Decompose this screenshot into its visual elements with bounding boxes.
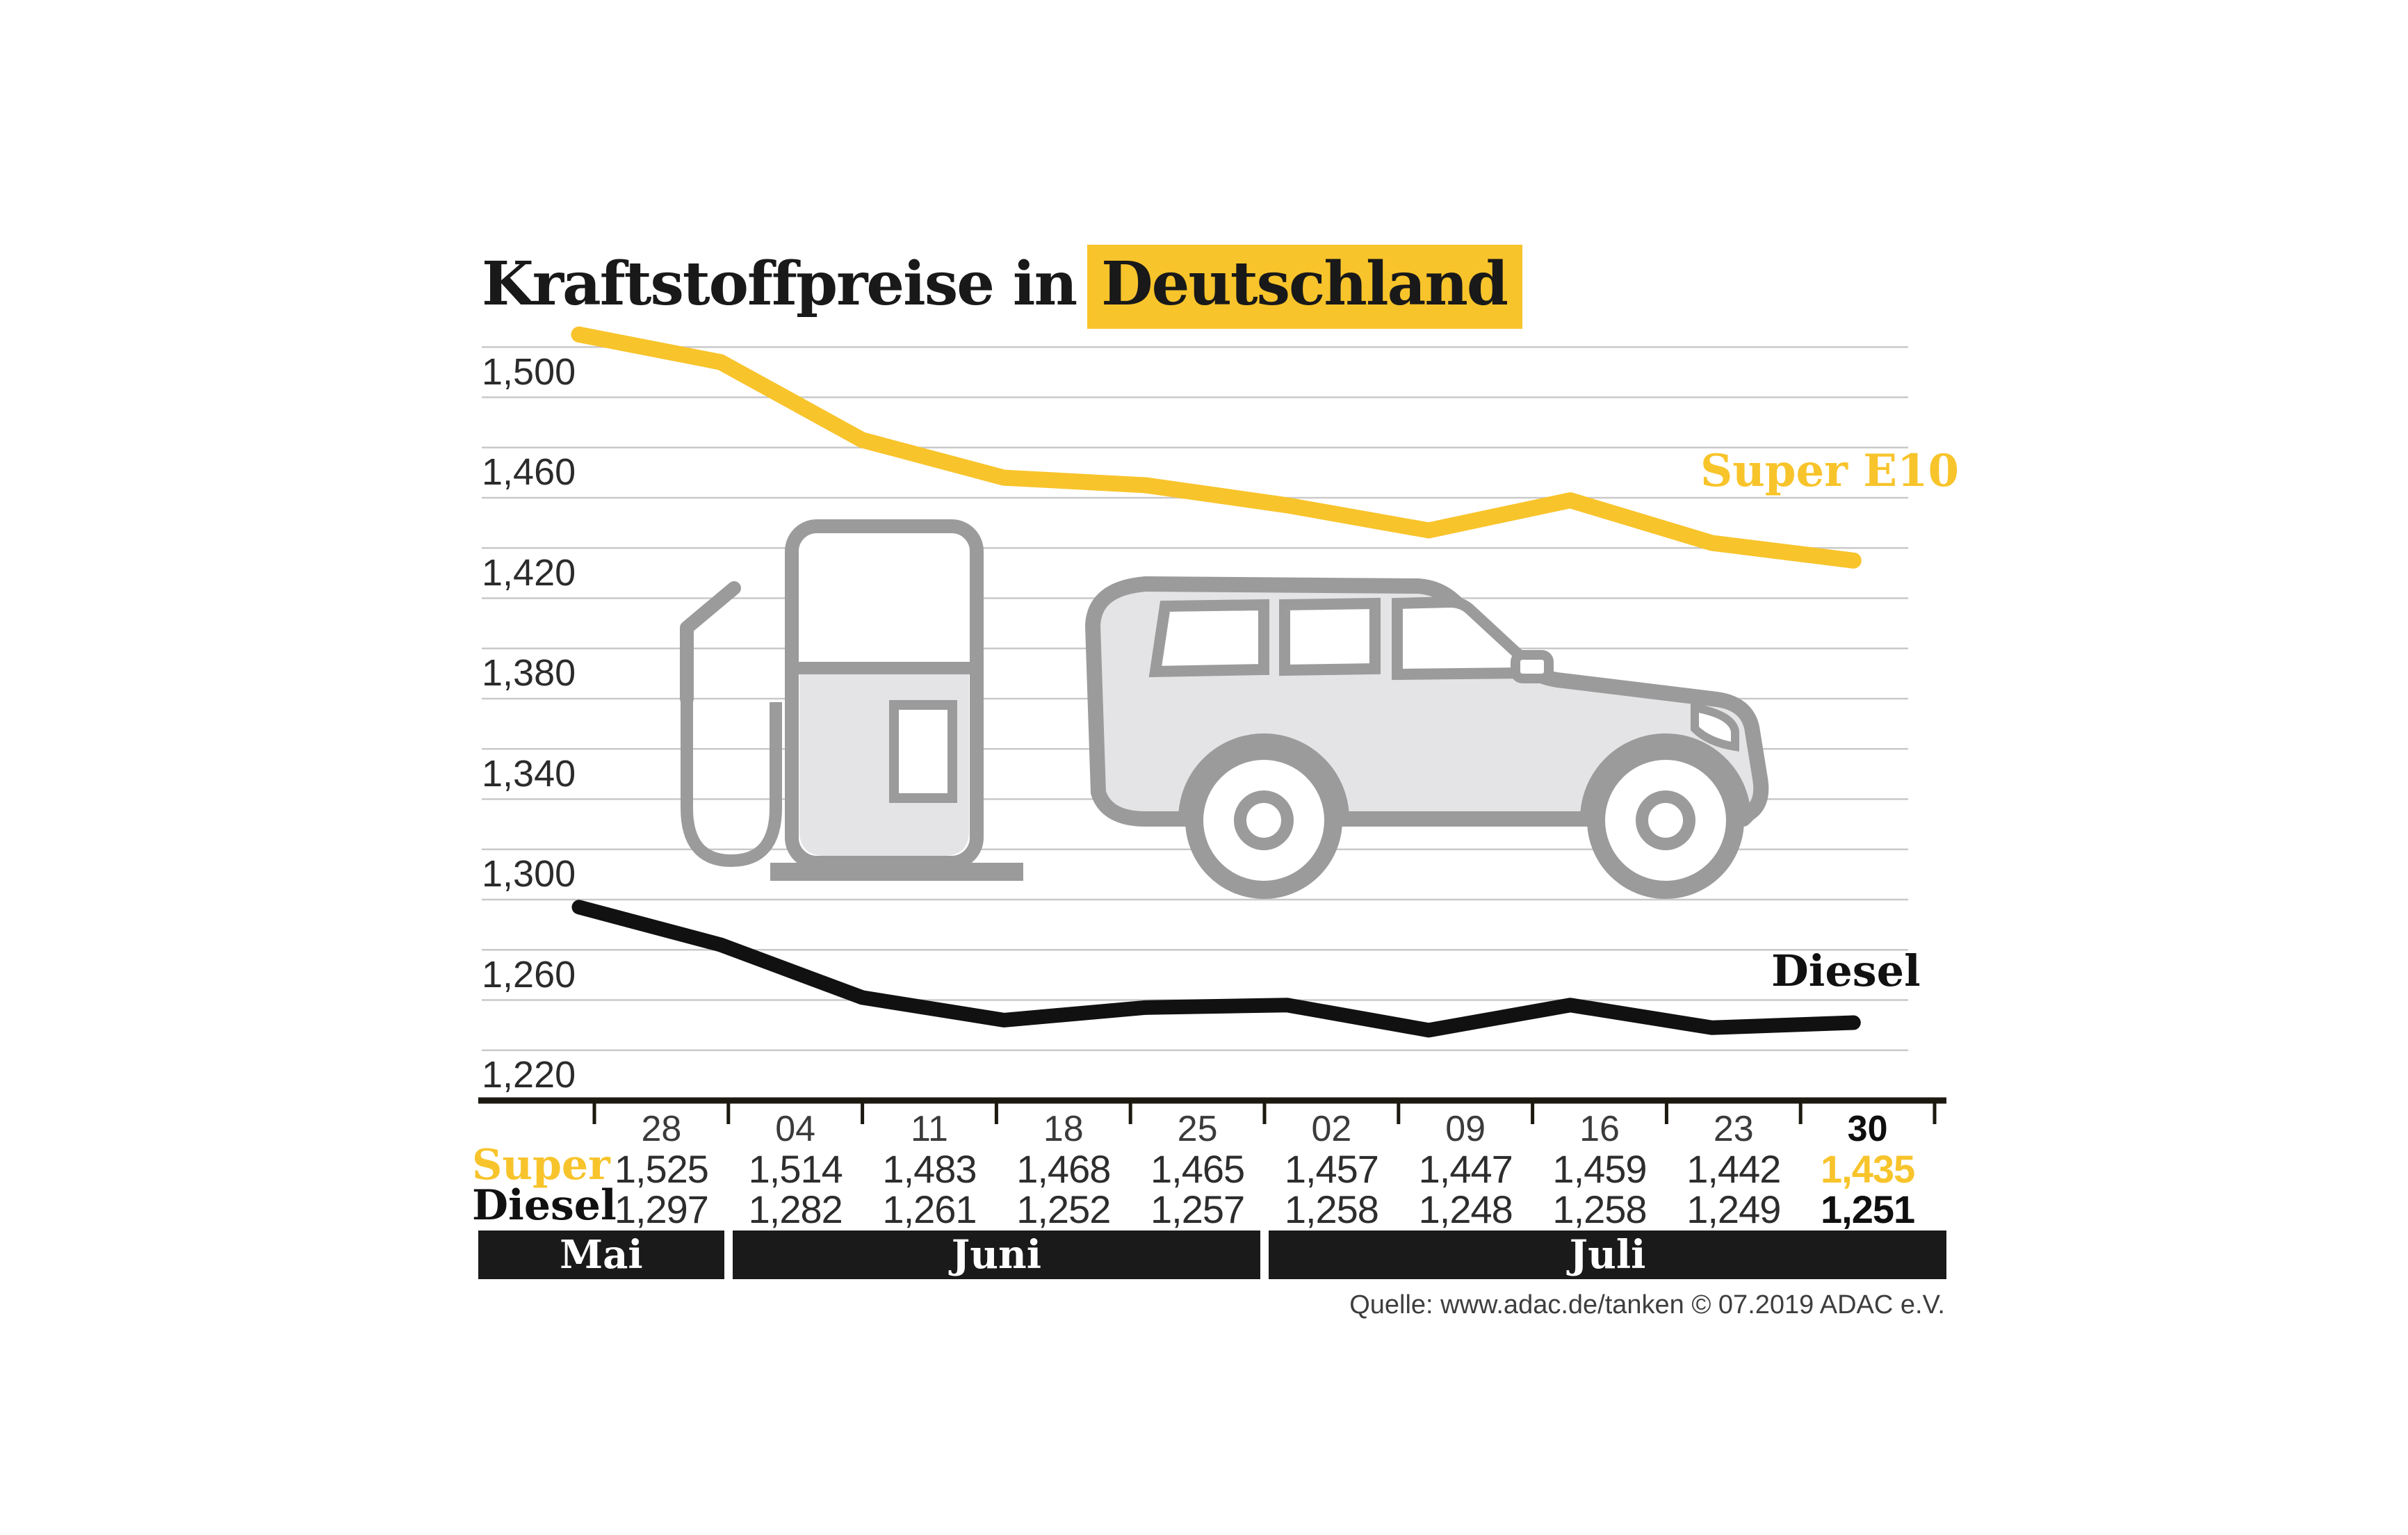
column-header: 25 xyxy=(1177,1109,1218,1149)
y-axis-label: 1,260 xyxy=(482,953,576,996)
month-band-juli: Juli xyxy=(1269,1231,1946,1279)
axis-tick xyxy=(994,1103,998,1124)
axis-tick xyxy=(861,1103,865,1124)
axis-tick xyxy=(1664,1103,1668,1124)
month-label: Juni xyxy=(951,1232,1041,1278)
y-axis-label: 1,300 xyxy=(482,853,576,895)
series-lines xyxy=(571,326,1862,1038)
series-label-super-e10: Super E10 xyxy=(1700,445,1960,497)
column-header: 09 xyxy=(1445,1109,1486,1149)
table-cell: 1,447 xyxy=(1418,1147,1513,1191)
page-title-text: Kraftstoffpreise in xyxy=(482,249,1077,319)
column-header: 23 xyxy=(1713,1109,1754,1149)
y-axis-label: 1,420 xyxy=(482,551,576,594)
axis-tick xyxy=(1262,1103,1267,1124)
column-header: 30 xyxy=(1847,1109,1888,1149)
row-label-diesel: Diesel xyxy=(472,1181,617,1230)
column-header: 02 xyxy=(1311,1109,1352,1149)
axis-tick xyxy=(592,1103,596,1124)
y-axis-label: 1,220 xyxy=(482,1054,576,1096)
column-header: 16 xyxy=(1579,1109,1620,1149)
table-cell: 1,297 xyxy=(614,1187,709,1231)
axis-tick xyxy=(1397,1103,1401,1124)
table-cell: 1,261 xyxy=(882,1187,977,1231)
table-cell: 1,457 xyxy=(1284,1147,1379,1191)
table-cell: 1,514 xyxy=(748,1147,843,1191)
car-icon xyxy=(1085,576,1769,899)
table-cell: 1,257 xyxy=(1150,1187,1245,1231)
fuel-pump-icon xyxy=(680,519,1023,881)
table-cell: 1,248 xyxy=(1418,1187,1513,1231)
table-cell: 1,459 xyxy=(1552,1147,1647,1191)
series-label-diesel: Diesel xyxy=(1771,945,1921,996)
column-header: 18 xyxy=(1043,1109,1084,1149)
table-cell: 1,465 xyxy=(1150,1147,1245,1191)
table-cell: 1,435 xyxy=(1821,1147,1915,1191)
month-label: Juli xyxy=(1569,1232,1646,1278)
month-band-mai: Mai xyxy=(478,1231,724,1279)
axis-tick xyxy=(1531,1103,1535,1124)
table-cell: 1,483 xyxy=(882,1147,977,1191)
table-cell: 1,252 xyxy=(1016,1187,1111,1231)
axis-tick xyxy=(1798,1103,1803,1124)
series-line-super-e10 xyxy=(571,326,1862,569)
column-header: 11 xyxy=(911,1109,948,1149)
row-label-super: Super xyxy=(472,1141,610,1189)
y-axis-label: 1,460 xyxy=(482,451,576,493)
axis-tick xyxy=(1128,1103,1132,1124)
title-highlight: Deutschland xyxy=(1087,245,1522,329)
y-axis-label: 1,500 xyxy=(482,350,576,393)
y-axis-label: 1,340 xyxy=(482,752,576,795)
table-cell: 1,282 xyxy=(748,1187,843,1231)
axis-tick xyxy=(726,1103,731,1124)
table-cell: 1,249 xyxy=(1686,1187,1781,1231)
table-cell: 1,258 xyxy=(1284,1187,1379,1231)
source-note: Quelle: www.adac.de/tanken © 07.2019 ADA… xyxy=(1349,1290,1945,1319)
x-axis xyxy=(478,1097,1946,1124)
table-cell: 1,468 xyxy=(1016,1147,1111,1191)
series-line-diesel xyxy=(571,900,1861,1038)
table-cell: 1,442 xyxy=(1686,1147,1781,1191)
table-cell: 1,251 xyxy=(1821,1187,1915,1231)
axis-tick xyxy=(1933,1103,1937,1124)
x-axis-line xyxy=(478,1097,1946,1104)
table-cell: 1,258 xyxy=(1552,1187,1647,1231)
page-title: Kraftstoffpreise in Deutschland xyxy=(482,245,1522,329)
column-header: 28 xyxy=(641,1109,682,1149)
month-label: Mai xyxy=(560,1232,643,1278)
table-cell: 1,525 xyxy=(614,1147,709,1191)
column-header: 04 xyxy=(775,1109,816,1149)
y-axis-label: 1,380 xyxy=(482,652,576,694)
month-band-juni: Juni xyxy=(732,1231,1260,1279)
